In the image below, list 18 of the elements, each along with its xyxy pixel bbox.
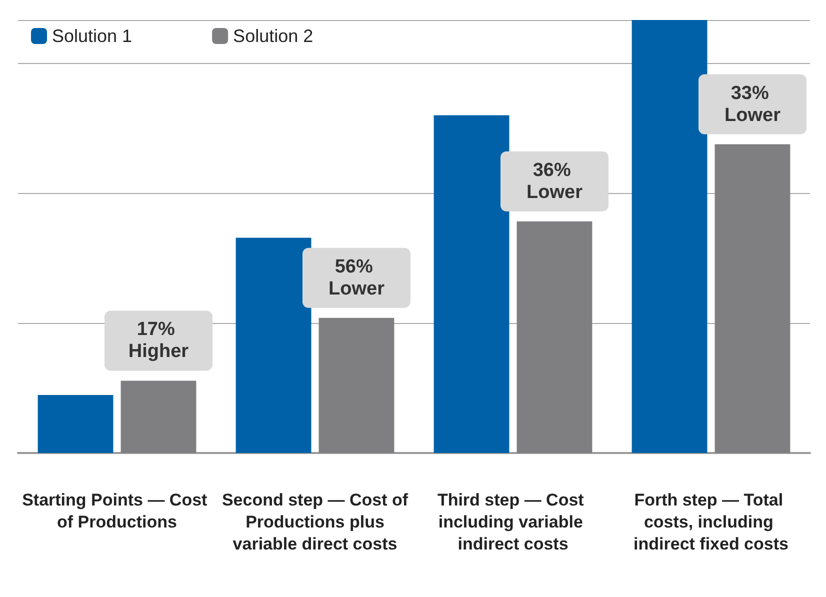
bar [516, 221, 592, 453]
annotation: 17% Higher [128, 319, 190, 362]
annotation: 33% Lower [724, 82, 782, 126]
bar [434, 115, 510, 453]
bar [236, 238, 312, 453]
x-tick-label: Second step — Cost of Productions plus variable direct costs [222, 490, 408, 554]
bar [632, 20, 708, 453]
annotation: 56% Lower [328, 256, 386, 300]
x-tick-label: Third step — Cost including variable indirect costs [437, 490, 589, 554]
legend-label: Solution 2 [233, 26, 314, 46]
bar [120, 380, 196, 453]
x-tick-label: Starting Points — Cost of Productions [22, 490, 212, 532]
bar [318, 318, 394, 453]
bar [714, 144, 790, 453]
legend-label: Solution 1 [52, 26, 132, 46]
bar [38, 394, 114, 453]
x-tick-label: Forth step — Total costs, including indirect fixed costs [634, 490, 788, 554]
annotation: 36% Lower [526, 160, 584, 203]
